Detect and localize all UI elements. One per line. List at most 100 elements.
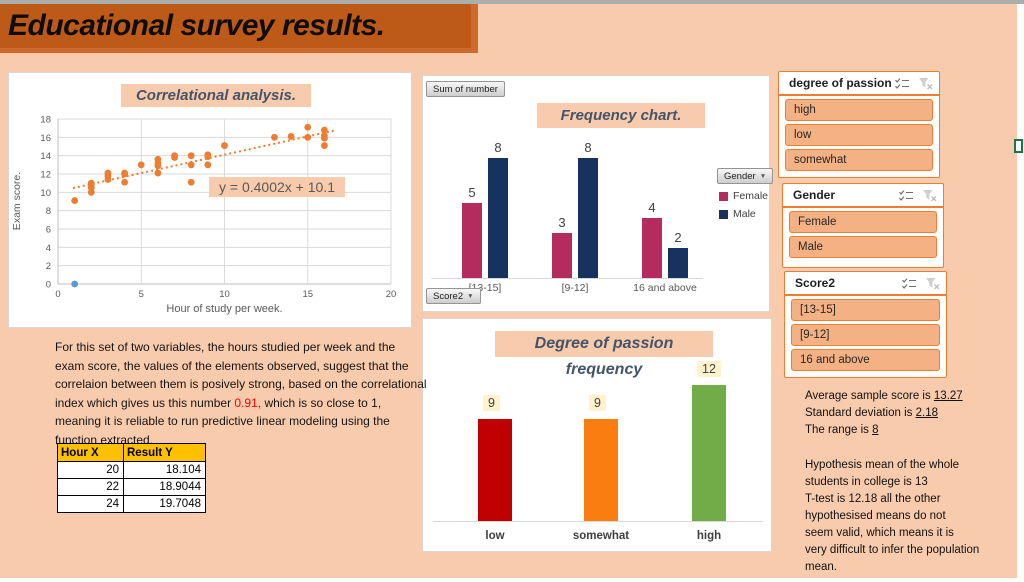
bar-male-1[interactable] — [578, 158, 598, 278]
slicer-degree-of-passion: degree of passion high low somewhat — [778, 71, 940, 178]
table-header-cell: Hour X — [57, 443, 124, 462]
scatter-point — [204, 161, 212, 169]
legend-swatch-icon — [719, 191, 728, 201]
table-cell: 20 — [57, 461, 124, 479]
slicer-item--13-15-[interactable]: [13-15] — [791, 299, 940, 321]
multi-select-icon[interactable] — [901, 277, 917, 290]
multi-select-icon[interactable] — [894, 77, 910, 90]
statistics-text-block: Average sample score is 13.27 Standard de… — [805, 388, 979, 576]
page-title: Educational survey results. — [8, 9, 385, 42]
svg-text:6: 6 — [46, 225, 51, 236]
stat-value: 8 — [872, 424, 879, 436]
svg-text:12: 12 — [40, 170, 51, 181]
pivot-legend-field-label: Gender — [724, 170, 756, 182]
slicer-item-female[interactable]: Female — [789, 211, 937, 233]
degree-chart-title: Degree of passion frequency — [495, 331, 713, 378]
window-bottom-strip — [0, 578, 1024, 582]
pivot-value-field-label: Sum of number — [433, 83, 498, 95]
degree-of-passion-chart-panel: Degree of passion frequency 9 low 9 somewha… — [422, 318, 772, 552]
slicer-item-somewhat[interactable]: somewhat — [785, 149, 933, 171]
stat-text: The range is — [805, 424, 873, 436]
scatter-point — [71, 197, 79, 204]
slicer-item-low[interactable]: low — [785, 124, 933, 146]
scatter-point — [221, 142, 228, 149]
clear-filter-icon[interactable] — [918, 77, 933, 90]
bar-female-1[interactable] — [552, 233, 572, 278]
table-cell: 22 — [57, 478, 124, 496]
svg-text:14: 14 — [40, 151, 51, 162]
scatter-point — [321, 132, 328, 139]
bar-value-label: 4 — [648, 200, 656, 215]
table-cell: 24 — [57, 495, 124, 513]
legend-label: Male — [733, 208, 756, 220]
bar-value-label: 12 — [697, 361, 721, 378]
bar-value-label: 8 — [584, 140, 592, 155]
category-label: high — [696, 530, 722, 542]
stat-value: 13.27 — [933, 390, 963, 402]
stat-text: Standard deviation is — [805, 407, 916, 419]
scatter-chart: 0 2 4 6 8 10 12 14 16 18 0 5 10 15 20 — [40, 115, 396, 301]
slicer-item-high[interactable]: high — [785, 99, 933, 121]
stats-spacer — [805, 439, 979, 457]
svg-text:16: 16 — [40, 133, 51, 144]
outlier-point — [71, 280, 79, 288]
slicer-item-male[interactable]: Male — [789, 236, 937, 258]
legend-entry-male: Male — [719, 208, 756, 220]
bar-value-label: 9 — [483, 395, 500, 412]
table-row: 20 18.104 — [57, 461, 206, 479]
bar-male-0[interactable] — [488, 158, 508, 278]
scatter-point — [187, 178, 195, 186]
hypothesis-line: very difficult to infer the population — [805, 544, 980, 556]
bar-value-label: 9 — [589, 395, 606, 412]
slicer-header-icons — [901, 277, 940, 290]
slicer-item-16-and-above[interactable]: 16 and above — [791, 349, 940, 371]
svg-text:10: 10 — [219, 289, 230, 300]
multi-select-icon[interactable] — [898, 189, 914, 202]
stat-line: The range is 8 — [805, 422, 979, 439]
bar-somewhat[interactable] — [584, 419, 618, 521]
bar-female-2[interactable] — [642, 218, 662, 278]
pivot-legend-field-button[interactable]: Gender ▼ — [717, 168, 774, 184]
category-label: low — [485, 530, 505, 542]
svg-text:0: 0 — [55, 289, 60, 300]
scatter-point — [321, 142, 328, 149]
active-cell-indicator[interactable] — [1014, 139, 1023, 153]
table-cell: 19.7048 — [123, 495, 206, 513]
svg-text:4: 4 — [46, 243, 51, 254]
clear-filter-icon[interactable] — [925, 277, 940, 290]
scatter-point — [154, 155, 162, 163]
stat-text: Average sample score is — [805, 390, 934, 402]
clear-filter-icon[interactable] — [922, 189, 937, 202]
scatter-point — [121, 178, 128, 186]
scatter-chart-title: Correlational analysis. — [121, 84, 311, 107]
bar-value-label: 3 — [558, 215, 566, 230]
table-header-cell: Result Y — [123, 443, 206, 462]
bar-value-label: 5 — [468, 185, 476, 200]
dropdown-arrow-icon: ▼ — [467, 292, 474, 300]
stat-line: Average sample score is 13.27 — [805, 388, 979, 405]
svg-text:18: 18 — [40, 115, 51, 126]
bar-high[interactable] — [692, 385, 726, 521]
bar-female-0[interactable] — [462, 203, 482, 278]
scatter-point — [87, 179, 95, 187]
pivot-value-field-button[interactable]: Sum of number — [426, 81, 505, 97]
slicer-item--9-12-[interactable]: [9-12] — [791, 324, 940, 346]
slicer-header: Score2 — [785, 272, 946, 296]
slicer-header: Gender — [783, 184, 943, 208]
bar-male-2[interactable] — [668, 248, 688, 278]
table-row: 22 18.9044 — [57, 478, 206, 496]
hypothesis-line: seem valid, which means it is — [805, 527, 954, 539]
svg-text:5: 5 — [139, 289, 144, 300]
bar-low[interactable] — [478, 419, 512, 521]
category-label: somewhat — [572, 530, 630, 542]
pivot-axis-field-button[interactable]: Score2 ▼ — [426, 288, 481, 304]
scatter-point — [154, 169, 162, 177]
axis-ticks: 0 2 4 6 8 10 12 14 16 18 0 5 10 15 20 — [40, 115, 396, 301]
table-cell: 18.9044 — [123, 478, 206, 496]
scatter-point — [287, 133, 295, 140]
scatter-y-axis-label: Exam score. — [11, 171, 23, 231]
scatter-x-axis-label: Hour of study per week. — [166, 303, 283, 315]
svg-text:15: 15 — [302, 289, 313, 300]
analysis-text-part1: For this set of two variables, the hours… — [55, 340, 427, 410]
